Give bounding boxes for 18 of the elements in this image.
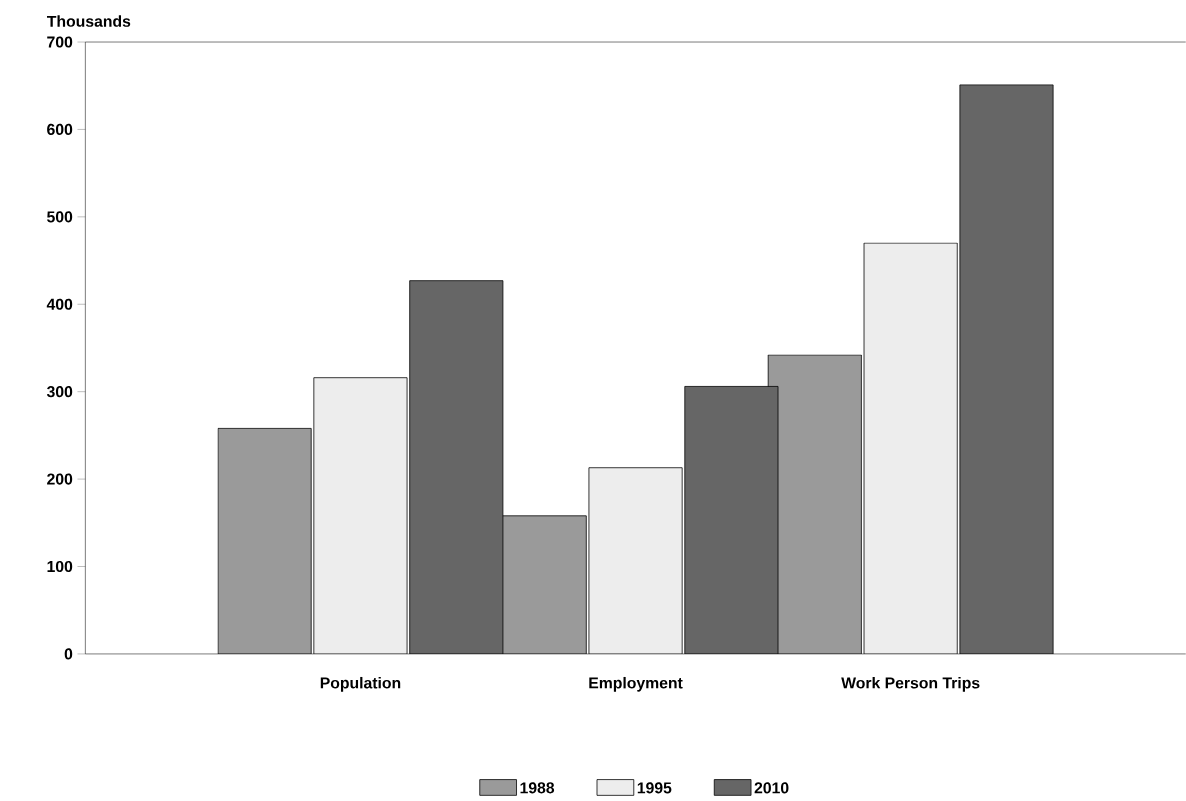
bar <box>313 377 408 655</box>
x-tick-label: Work Person Trips <box>841 677 980 692</box>
y-tick-label: 100 <box>47 561 73 573</box>
y-tick-label: 600 <box>47 124 73 136</box>
y-tick-label: 200 <box>47 473 73 485</box>
y-tick-label: 500 <box>47 211 73 223</box>
bar <box>588 467 683 655</box>
y-tick-label: 700 <box>47 36 73 48</box>
legend-label: 1988 <box>520 782 555 794</box>
y-tick-label: 0 <box>64 648 73 660</box>
y-tick-label: 300 <box>46 386 73 398</box>
bar <box>863 242 958 655</box>
y-axis-title: Thousands <box>47 15 131 28</box>
legend-label: 2010 <box>754 782 789 794</box>
legend-label: 1995 <box>637 782 672 794</box>
y-tick-label: 400 <box>46 298 73 311</box>
x-tick-label: Employment <box>589 677 683 692</box>
x-tick-label: Population <box>320 677 401 692</box>
